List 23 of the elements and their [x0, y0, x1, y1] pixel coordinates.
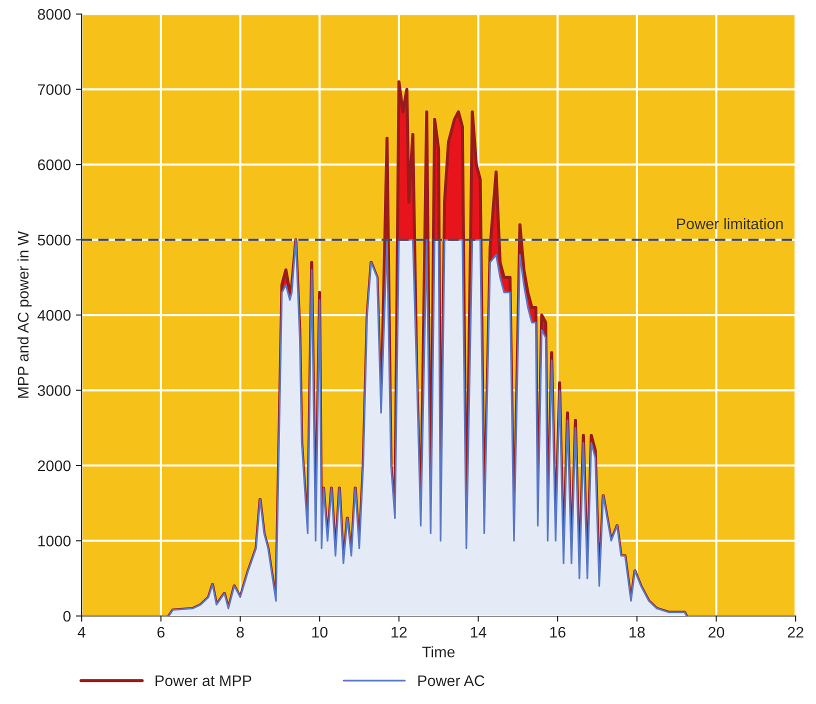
- y-tick-label: 0: [63, 610, 71, 622]
- y-tick-label: 8000: [38, 8, 71, 20]
- x-tick-label: 8: [236, 626, 244, 638]
- x-tick-label: 16: [550, 626, 566, 638]
- y-tick-label: 1000: [38, 536, 71, 546]
- x-tick-label: 12: [392, 626, 407, 638]
- x-axis-title: Time: [422, 646, 455, 658]
- legend-label: Power AC: [418, 675, 484, 686]
- y-tick-label: 2000: [38, 460, 71, 472]
- y-tick-label: 6000: [38, 159, 71, 170]
- y-tick-label: 7000: [38, 84, 71, 96]
- y-axis-title: MPP and AC power in W: [17, 231, 32, 398]
- y-tick-label: 5000: [38, 234, 71, 246]
- x-tick-label: 10: [312, 626, 328, 638]
- x-tick-label: 22: [788, 626, 804, 638]
- x-tick-label: 6: [157, 626, 165, 638]
- x-tick-label: 20: [708, 626, 724, 638]
- x-tick-label: 18: [630, 626, 645, 638]
- y-tick-label: 3000: [38, 385, 71, 396]
- legend-label: Power at MPP: [156, 675, 252, 686]
- y-tick-label: 4000: [38, 310, 71, 321]
- x-tick-label: 14: [470, 626, 486, 638]
- x-tick-label: 4: [78, 626, 86, 638]
